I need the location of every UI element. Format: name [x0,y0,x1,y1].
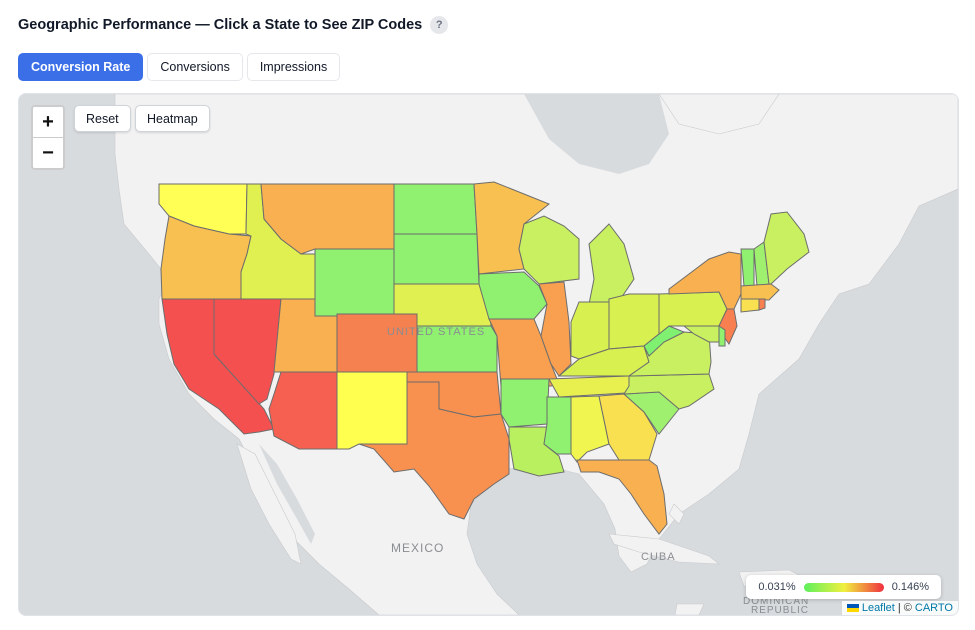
tab-conversion-rate[interactable]: Conversion Rate [18,53,144,81]
land-jamaica [674,603,705,615]
label-republic: REPUBLIC [751,605,809,615]
map-attribution: Leaflet | © CARTO [841,601,958,615]
state-WY[interactable] [314,248,395,317]
legend-gradient [803,582,884,592]
tab-conversions[interactable]: Conversions [147,53,243,81]
state-SD[interactable] [393,233,480,285]
tab-impressions[interactable]: Impressions [246,53,341,81]
state-CO[interactable] [336,313,418,373]
state-ND[interactable] [393,183,478,235]
leaflet-link[interactable]: Leaflet [861,602,895,614]
state-RI[interactable] [758,298,766,311]
state-TX[interactable] [358,381,510,520]
zoom-control: + − [31,105,65,170]
state-FL[interactable] [576,459,668,535]
carto-link[interactable]: CARTO [914,602,953,614]
land-cuba [608,533,720,565]
states-layer [158,181,810,535]
page-title: Geographic Performance — Click a State t… [18,17,423,33]
state-MS[interactable] [543,396,572,455]
state-NM[interactable] [336,371,408,450]
map-container[interactable]: UNITED STATES MEXICO CUBA DOMINICAN REPU… [18,93,959,616]
zoom-in-button[interactable]: + [33,107,63,137]
label-united-states: UNITED STATES [387,326,485,338]
state-NC[interactable] [623,373,715,410]
state-MA[interactable] [740,283,780,301]
hudson-bay [524,94,669,174]
legend-max: 0.146% [891,581,929,593]
state-MI[interactable] [588,223,635,305]
state-IA[interactable] [478,271,548,320]
zoom-out-button[interactable]: − [33,137,63,168]
title-row: Geographic Performance — Click a State t… [18,16,449,34]
state-MD[interactable] [682,325,723,343]
state-AR[interactable] [500,378,550,428]
state-DE[interactable] [718,325,726,347]
help-icon[interactable]: ? [430,16,449,34]
color-legend: 0.031% 0.146% [746,575,941,599]
metric-tabs: Conversion Rate Conversions Impressions [18,53,341,81]
state-WI[interactable] [518,215,580,285]
arctic-islands [658,94,780,135]
state-CT[interactable] [740,298,760,313]
land-bahamas [668,503,685,525]
state-AZ[interactable] [268,371,338,450]
label-dominican: DOMINICAN [743,596,809,607]
label-cuba: CUBA [641,551,676,563]
heatmap-button[interactable]: Heatmap [135,105,210,132]
legend-min: 0.031% [758,581,796,593]
land-baja [236,443,302,565]
label-mexico: MEXICO [391,541,444,555]
ukraine-flag-icon [846,604,859,612]
attribution-separator: | © [897,602,912,614]
gulf-of-california [259,444,315,544]
reset-button[interactable]: Reset [74,105,131,132]
state-KS[interactable] [416,325,498,373]
map-canvas[interactable]: UNITED STATES MEXICO CUBA DOMINICAN REPU… [19,94,958,615]
